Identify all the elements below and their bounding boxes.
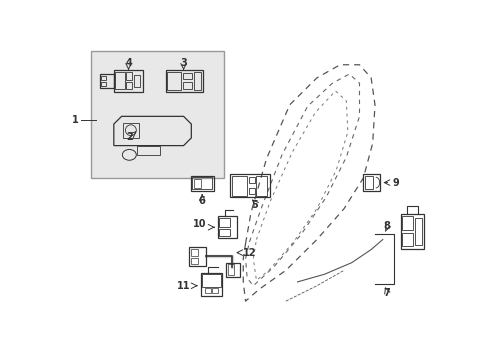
Bar <box>401 216 412 230</box>
Bar <box>230 174 270 197</box>
Text: 11: 11 <box>177 281 190 291</box>
Bar <box>193 72 201 90</box>
Bar <box>400 214 423 249</box>
Bar <box>90 51 224 178</box>
Bar <box>401 233 412 247</box>
Text: 10: 10 <box>193 219 206 229</box>
Bar <box>134 75 140 87</box>
Bar <box>101 76 106 80</box>
Bar <box>183 73 192 80</box>
Text: 9: 9 <box>392 177 399 188</box>
Bar <box>137 145 160 155</box>
Bar <box>227 264 233 275</box>
Bar <box>126 72 132 80</box>
Bar <box>248 188 254 194</box>
Bar <box>212 288 217 293</box>
Bar <box>219 218 230 227</box>
Bar <box>414 218 422 245</box>
Bar <box>126 82 132 89</box>
Bar <box>101 82 106 86</box>
Bar <box>189 247 205 266</box>
Bar <box>202 274 220 287</box>
Bar <box>256 176 267 195</box>
Text: 12: 12 <box>243 248 256 258</box>
Bar <box>190 249 198 256</box>
Bar <box>115 72 124 89</box>
Bar <box>165 70 203 92</box>
Text: 7: 7 <box>383 288 389 298</box>
Bar <box>217 216 237 238</box>
Text: 5: 5 <box>251 200 258 210</box>
Bar <box>190 176 213 191</box>
Bar <box>193 179 201 188</box>
Bar <box>167 72 181 90</box>
Bar <box>363 174 380 191</box>
Text: 3: 3 <box>180 58 186 68</box>
Bar <box>205 288 210 293</box>
Bar <box>100 74 114 88</box>
Bar <box>248 177 254 183</box>
Text: 4: 4 <box>125 58 132 68</box>
Bar <box>183 82 192 89</box>
Bar <box>114 70 143 92</box>
Text: 6: 6 <box>199 196 205 206</box>
Bar <box>123 122 138 138</box>
Bar <box>364 176 372 189</box>
Bar <box>231 176 246 195</box>
Bar <box>226 263 240 276</box>
Text: 2: 2 <box>126 132 132 142</box>
Text: 8: 8 <box>383 221 389 231</box>
Bar <box>190 258 198 264</box>
Text: 1: 1 <box>72 115 78 125</box>
Bar <box>219 229 230 237</box>
Bar <box>200 273 222 296</box>
Bar <box>192 177 212 189</box>
